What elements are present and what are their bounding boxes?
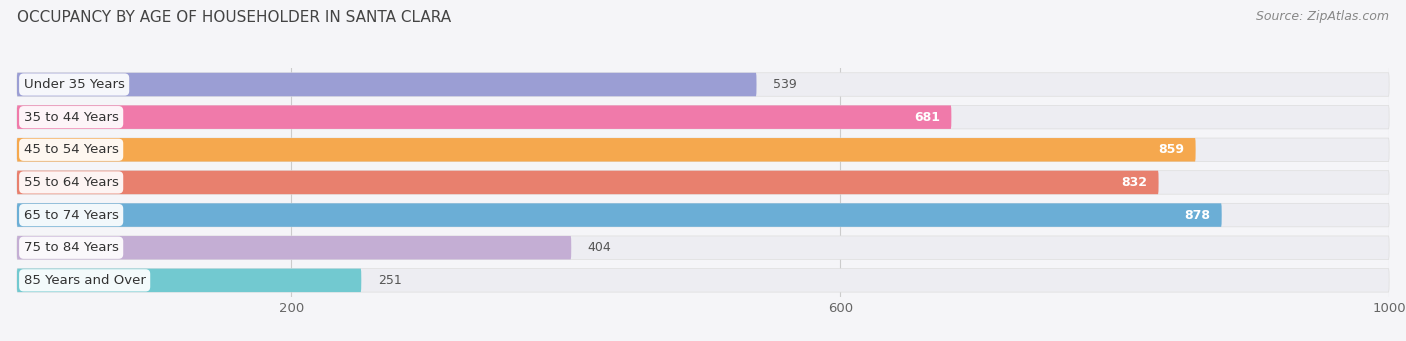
FancyBboxPatch shape [17,236,1389,260]
Text: 35 to 44 Years: 35 to 44 Years [24,111,118,124]
Text: 55 to 64 Years: 55 to 64 Years [24,176,118,189]
FancyBboxPatch shape [17,73,756,96]
Text: 45 to 54 Years: 45 to 54 Years [24,143,118,156]
FancyBboxPatch shape [17,138,1389,162]
Text: 539: 539 [773,78,797,91]
FancyBboxPatch shape [17,269,1389,292]
Text: 404: 404 [588,241,612,254]
FancyBboxPatch shape [17,203,1389,227]
FancyBboxPatch shape [17,171,1389,194]
Text: 878: 878 [1185,209,1211,222]
Text: 681: 681 [914,111,941,124]
FancyBboxPatch shape [17,171,1159,194]
Text: 832: 832 [1122,176,1147,189]
Text: Under 35 Years: Under 35 Years [24,78,125,91]
FancyBboxPatch shape [17,138,1195,162]
Text: 65 to 74 Years: 65 to 74 Years [24,209,118,222]
FancyBboxPatch shape [17,73,1389,96]
Text: Source: ZipAtlas.com: Source: ZipAtlas.com [1256,10,1389,23]
FancyBboxPatch shape [17,203,1222,227]
Text: OCCUPANCY BY AGE OF HOUSEHOLDER IN SANTA CLARA: OCCUPANCY BY AGE OF HOUSEHOLDER IN SANTA… [17,10,451,25]
Text: 75 to 84 Years: 75 to 84 Years [24,241,118,254]
FancyBboxPatch shape [17,236,571,260]
FancyBboxPatch shape [17,105,952,129]
Text: 85 Years and Over: 85 Years and Over [24,274,146,287]
FancyBboxPatch shape [17,269,361,292]
Text: 251: 251 [378,274,402,287]
Text: 859: 859 [1159,143,1185,156]
FancyBboxPatch shape [17,105,1389,129]
